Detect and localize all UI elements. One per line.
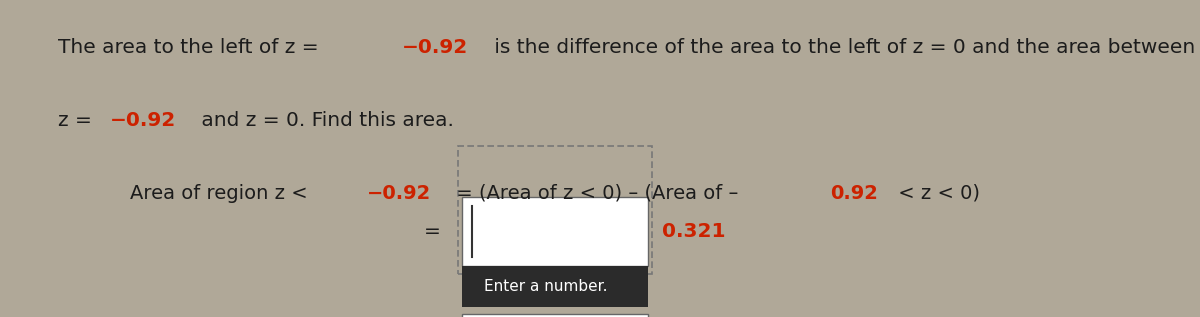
- Text: z =: z =: [58, 111, 98, 130]
- Text: Area of region z <: Area of region z <: [130, 184, 313, 203]
- Text: Enter a number.: Enter a number.: [484, 279, 607, 294]
- Text: = (Area of z < 0) – (Area of –: = (Area of z < 0) – (Area of –: [450, 184, 744, 203]
- Text: is the difference of the area to the left of z = 0 and the area between: is the difference of the area to the lef…: [487, 38, 1195, 57]
- Text: −0.92: −0.92: [109, 111, 175, 130]
- Bar: [458, 146, 652, 274]
- Text: < z < 0): < z < 0): [892, 184, 979, 203]
- Text: =: =: [424, 222, 440, 241]
- Bar: [462, 197, 648, 266]
- Text: and z = 0. Find this area.: and z = 0. Find this area.: [196, 111, 454, 130]
- Bar: [462, 266, 648, 307]
- Text: 0.321: 0.321: [662, 222, 726, 241]
- Text: −0.92: −0.92: [402, 38, 468, 57]
- Text: 0.92: 0.92: [830, 184, 877, 203]
- Text: −0.92: −0.92: [367, 184, 431, 203]
- Bar: [462, 314, 648, 317]
- Text: The area to the left of z =: The area to the left of z =: [58, 38, 324, 57]
